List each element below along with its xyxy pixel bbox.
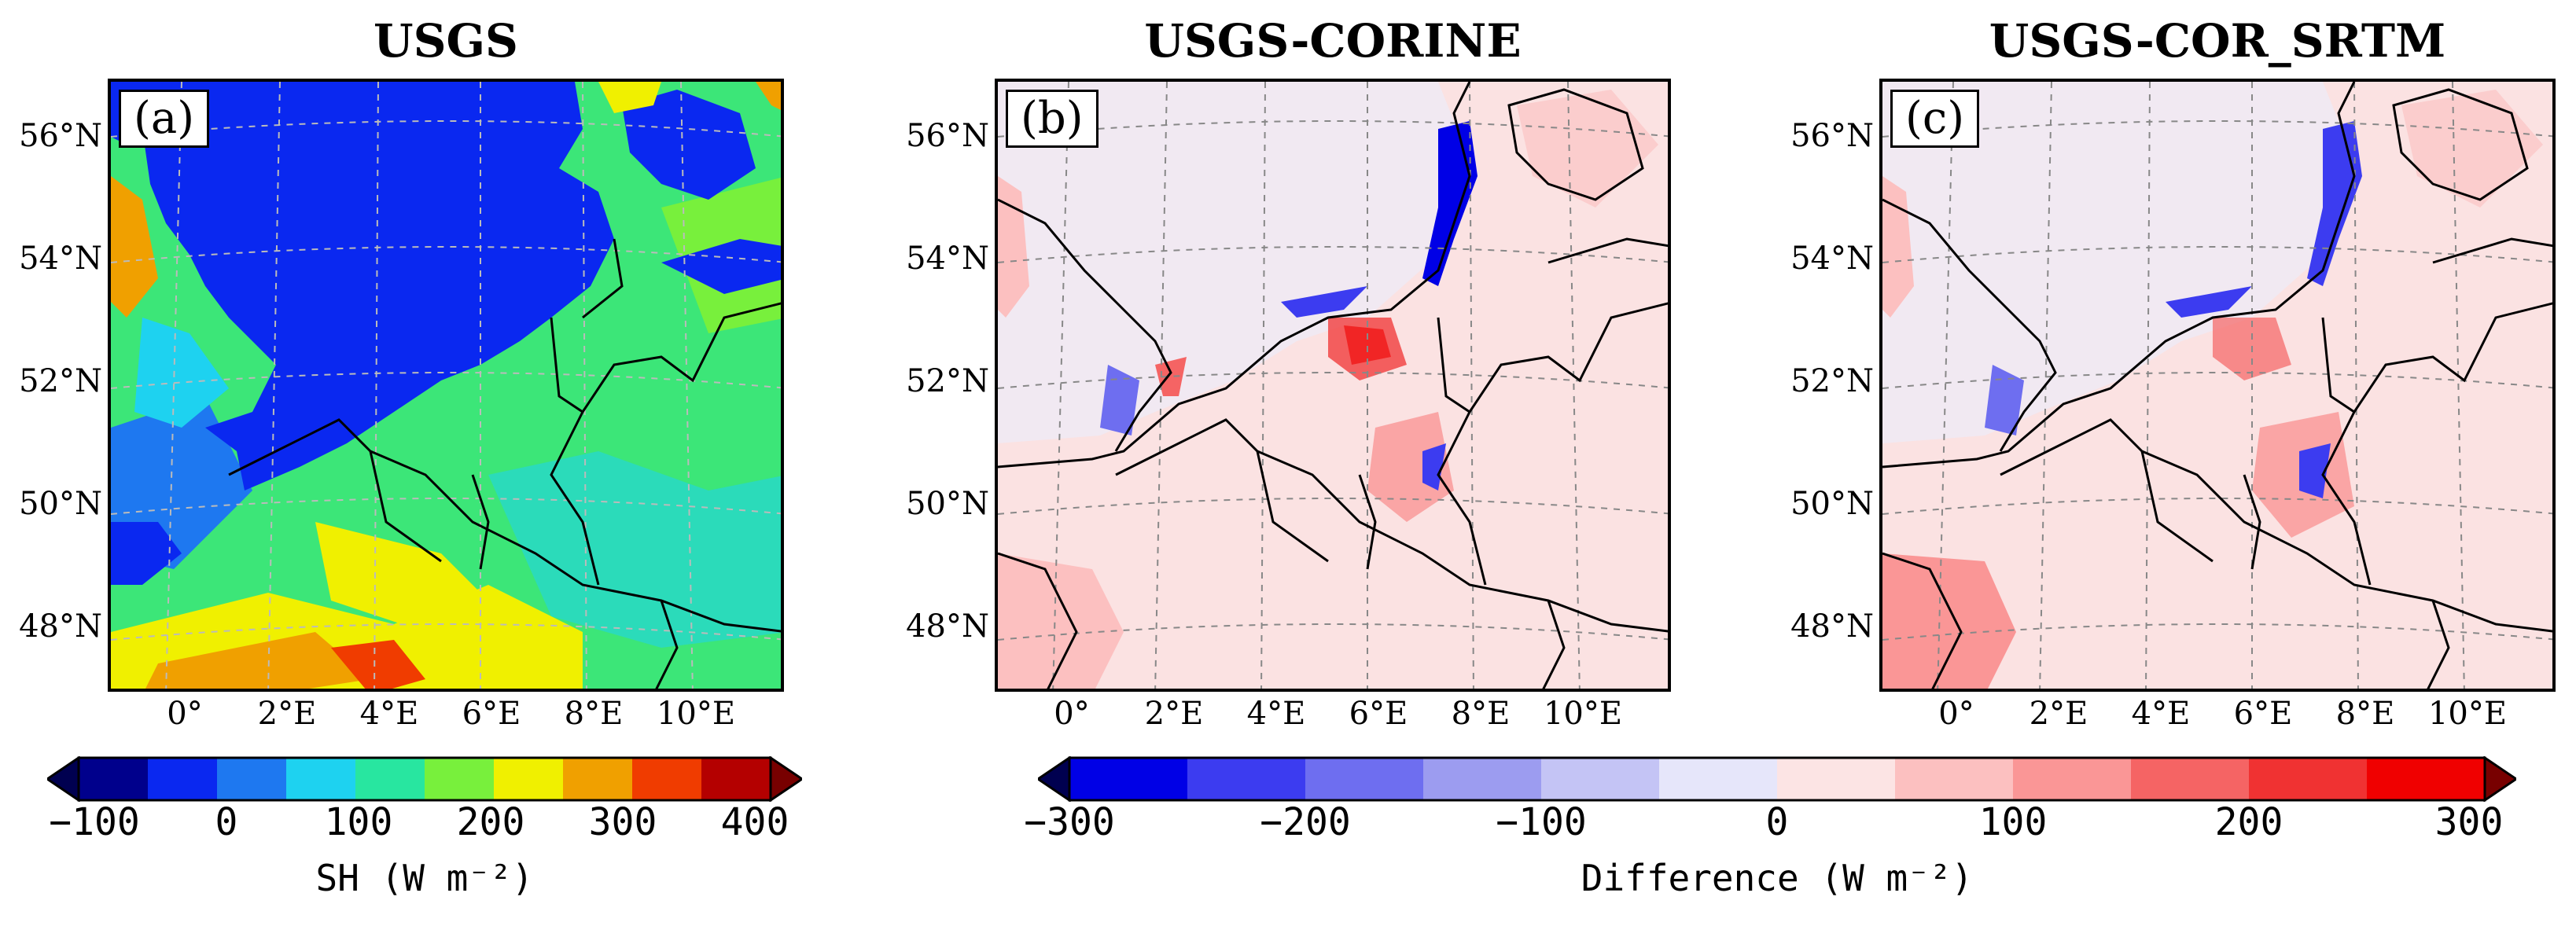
colorbar-cell <box>1187 758 1306 800</box>
lon-label-0-c: 0° <box>1938 696 1974 732</box>
colorbar-cell <box>1423 758 1542 800</box>
colorbar-under-arrow <box>1038 756 1071 802</box>
panel-tag-a: (a) <box>119 90 210 148</box>
colorbar-diff-tick-3: 0 <box>1765 800 1789 844</box>
colorbar-over-arrow <box>769 756 802 802</box>
lat-label-48-c: 48°N <box>1790 608 1874 645</box>
colorbar-cell <box>425 758 495 800</box>
sh-field-a <box>111 82 781 689</box>
lon-label-2-c: 2°E <box>2029 696 2088 732</box>
colorbar-sh-tick-5: 400 <box>720 800 789 844</box>
lat-label-48-b: 48°N <box>906 608 989 645</box>
lon-label-6-c: 6°E <box>2233 696 2293 732</box>
colorbar-cell <box>1895 758 2014 800</box>
lat-label-52-a: 52°N <box>19 363 102 399</box>
lat-label-52-b: 52°N <box>906 363 989 399</box>
colorbar-sh-tick-3: 200 <box>456 800 525 844</box>
lat-label-54-a: 54°N <box>19 241 102 277</box>
lon-label-10-b: 10°E <box>1543 696 1623 732</box>
colorbar-cell <box>494 758 564 800</box>
map-panel-b: (b) <box>995 79 1671 692</box>
colorbar-difference <box>1038 756 2516 802</box>
lat-label-54-b: 54°N <box>906 241 989 277</box>
colorbar-cell <box>1541 758 1660 800</box>
panel-tag-b: (b) <box>1006 90 1098 148</box>
lon-label-4-c: 4°E <box>2131 696 2191 732</box>
lon-label-8-b: 8°E <box>1451 696 1511 732</box>
colorbar-cell <box>217 758 287 800</box>
lon-label-6-b: 6°E <box>1349 696 1408 732</box>
colorbar-diff-tick-0: −300 <box>1024 800 1115 844</box>
colorbar-diff-tick-6: 300 <box>2434 800 2504 844</box>
colorbar-cell <box>2013 758 2132 800</box>
lon-label-8-c: 8°E <box>2335 696 2395 732</box>
lat-label-50-b: 50°N <box>906 486 989 522</box>
panel-title-a: USGS <box>374 14 518 68</box>
colorbar-diff-label: Difference (W m⁻²) <box>1581 857 1974 899</box>
colorbar-over-arrow <box>2483 756 2516 802</box>
lat-label-50-a: 50°N <box>19 486 102 522</box>
colorbar-cell <box>355 758 425 800</box>
lon-label-6-a: 6°E <box>462 696 521 732</box>
colorbar-cell <box>1069 758 1188 800</box>
lon-label-10-a: 10°E <box>656 696 736 732</box>
colorbar-cell <box>1659 758 1778 800</box>
colorbar-cell <box>2131 758 2250 800</box>
panel-title-c: USGS-COR_SRTM <box>1989 14 2446 68</box>
colorbar-cell <box>2367 758 2486 800</box>
colorbar-sh-tick-4: 300 <box>588 800 657 844</box>
lon-label-10-c: 10°E <box>2427 696 2508 732</box>
colorbar-cell <box>701 758 771 800</box>
colorbar-diff-tick-1: −200 <box>1260 800 1351 844</box>
colorbar-sh-label: SH (W m⁻²) <box>315 857 534 899</box>
lat-label-56-b: 56°N <box>906 118 989 154</box>
colorbar-cell <box>2249 758 2368 800</box>
colorbar-sh-tick-1: 0 <box>215 800 238 844</box>
map-panel-c: (c) <box>1879 79 2556 692</box>
lon-label-0-b: 0° <box>1054 696 1090 732</box>
panel-title-b: USGS-CORINE <box>1144 14 1522 68</box>
panel-tag-c: (c) <box>1890 90 1980 148</box>
colorbar-under-arrow <box>47 756 80 802</box>
lon-label-2-a: 2°E <box>257 696 317 732</box>
lon-label-0-a: 0° <box>167 696 203 732</box>
lon-label-2-b: 2°E <box>1144 696 1204 732</box>
colorbar-diff-tick-2: −100 <box>1496 800 1587 844</box>
lon-label-4-a: 4°E <box>359 696 419 732</box>
difference-field-b <box>998 82 1668 689</box>
colorbar-sh-tick-2: 100 <box>324 800 393 844</box>
colorbar-sh-tick-0: −100 <box>49 800 140 844</box>
colorbar-diff-tick-5: 200 <box>2214 800 2283 844</box>
colorbar-cell <box>632 758 702 800</box>
lat-label-48-a: 48°N <box>19 608 102 645</box>
colorbar-cell <box>563 758 633 800</box>
lat-label-56-c: 56°N <box>1790 118 1874 154</box>
colorbar-cell <box>79 758 149 800</box>
map-panel-a: (a) <box>108 79 784 692</box>
colorbar-cell <box>286 758 356 800</box>
lon-label-4-b: 4°E <box>1246 696 1306 732</box>
colorbar-cell <box>148 758 218 800</box>
lat-label-50-c: 50°N <box>1790 486 1874 522</box>
difference-field-c <box>1882 82 2552 689</box>
lat-label-52-c: 52°N <box>1790 363 1874 399</box>
colorbar-cell <box>1305 758 1424 800</box>
lat-label-56-a: 56°N <box>19 118 102 154</box>
lat-label-54-c: 54°N <box>1790 241 1874 277</box>
colorbar-cell <box>1777 758 1896 800</box>
colorbar-diff-tick-4: 100 <box>1978 800 2048 844</box>
colorbar-sh <box>47 756 802 802</box>
lon-label-8-a: 8°E <box>564 696 624 732</box>
